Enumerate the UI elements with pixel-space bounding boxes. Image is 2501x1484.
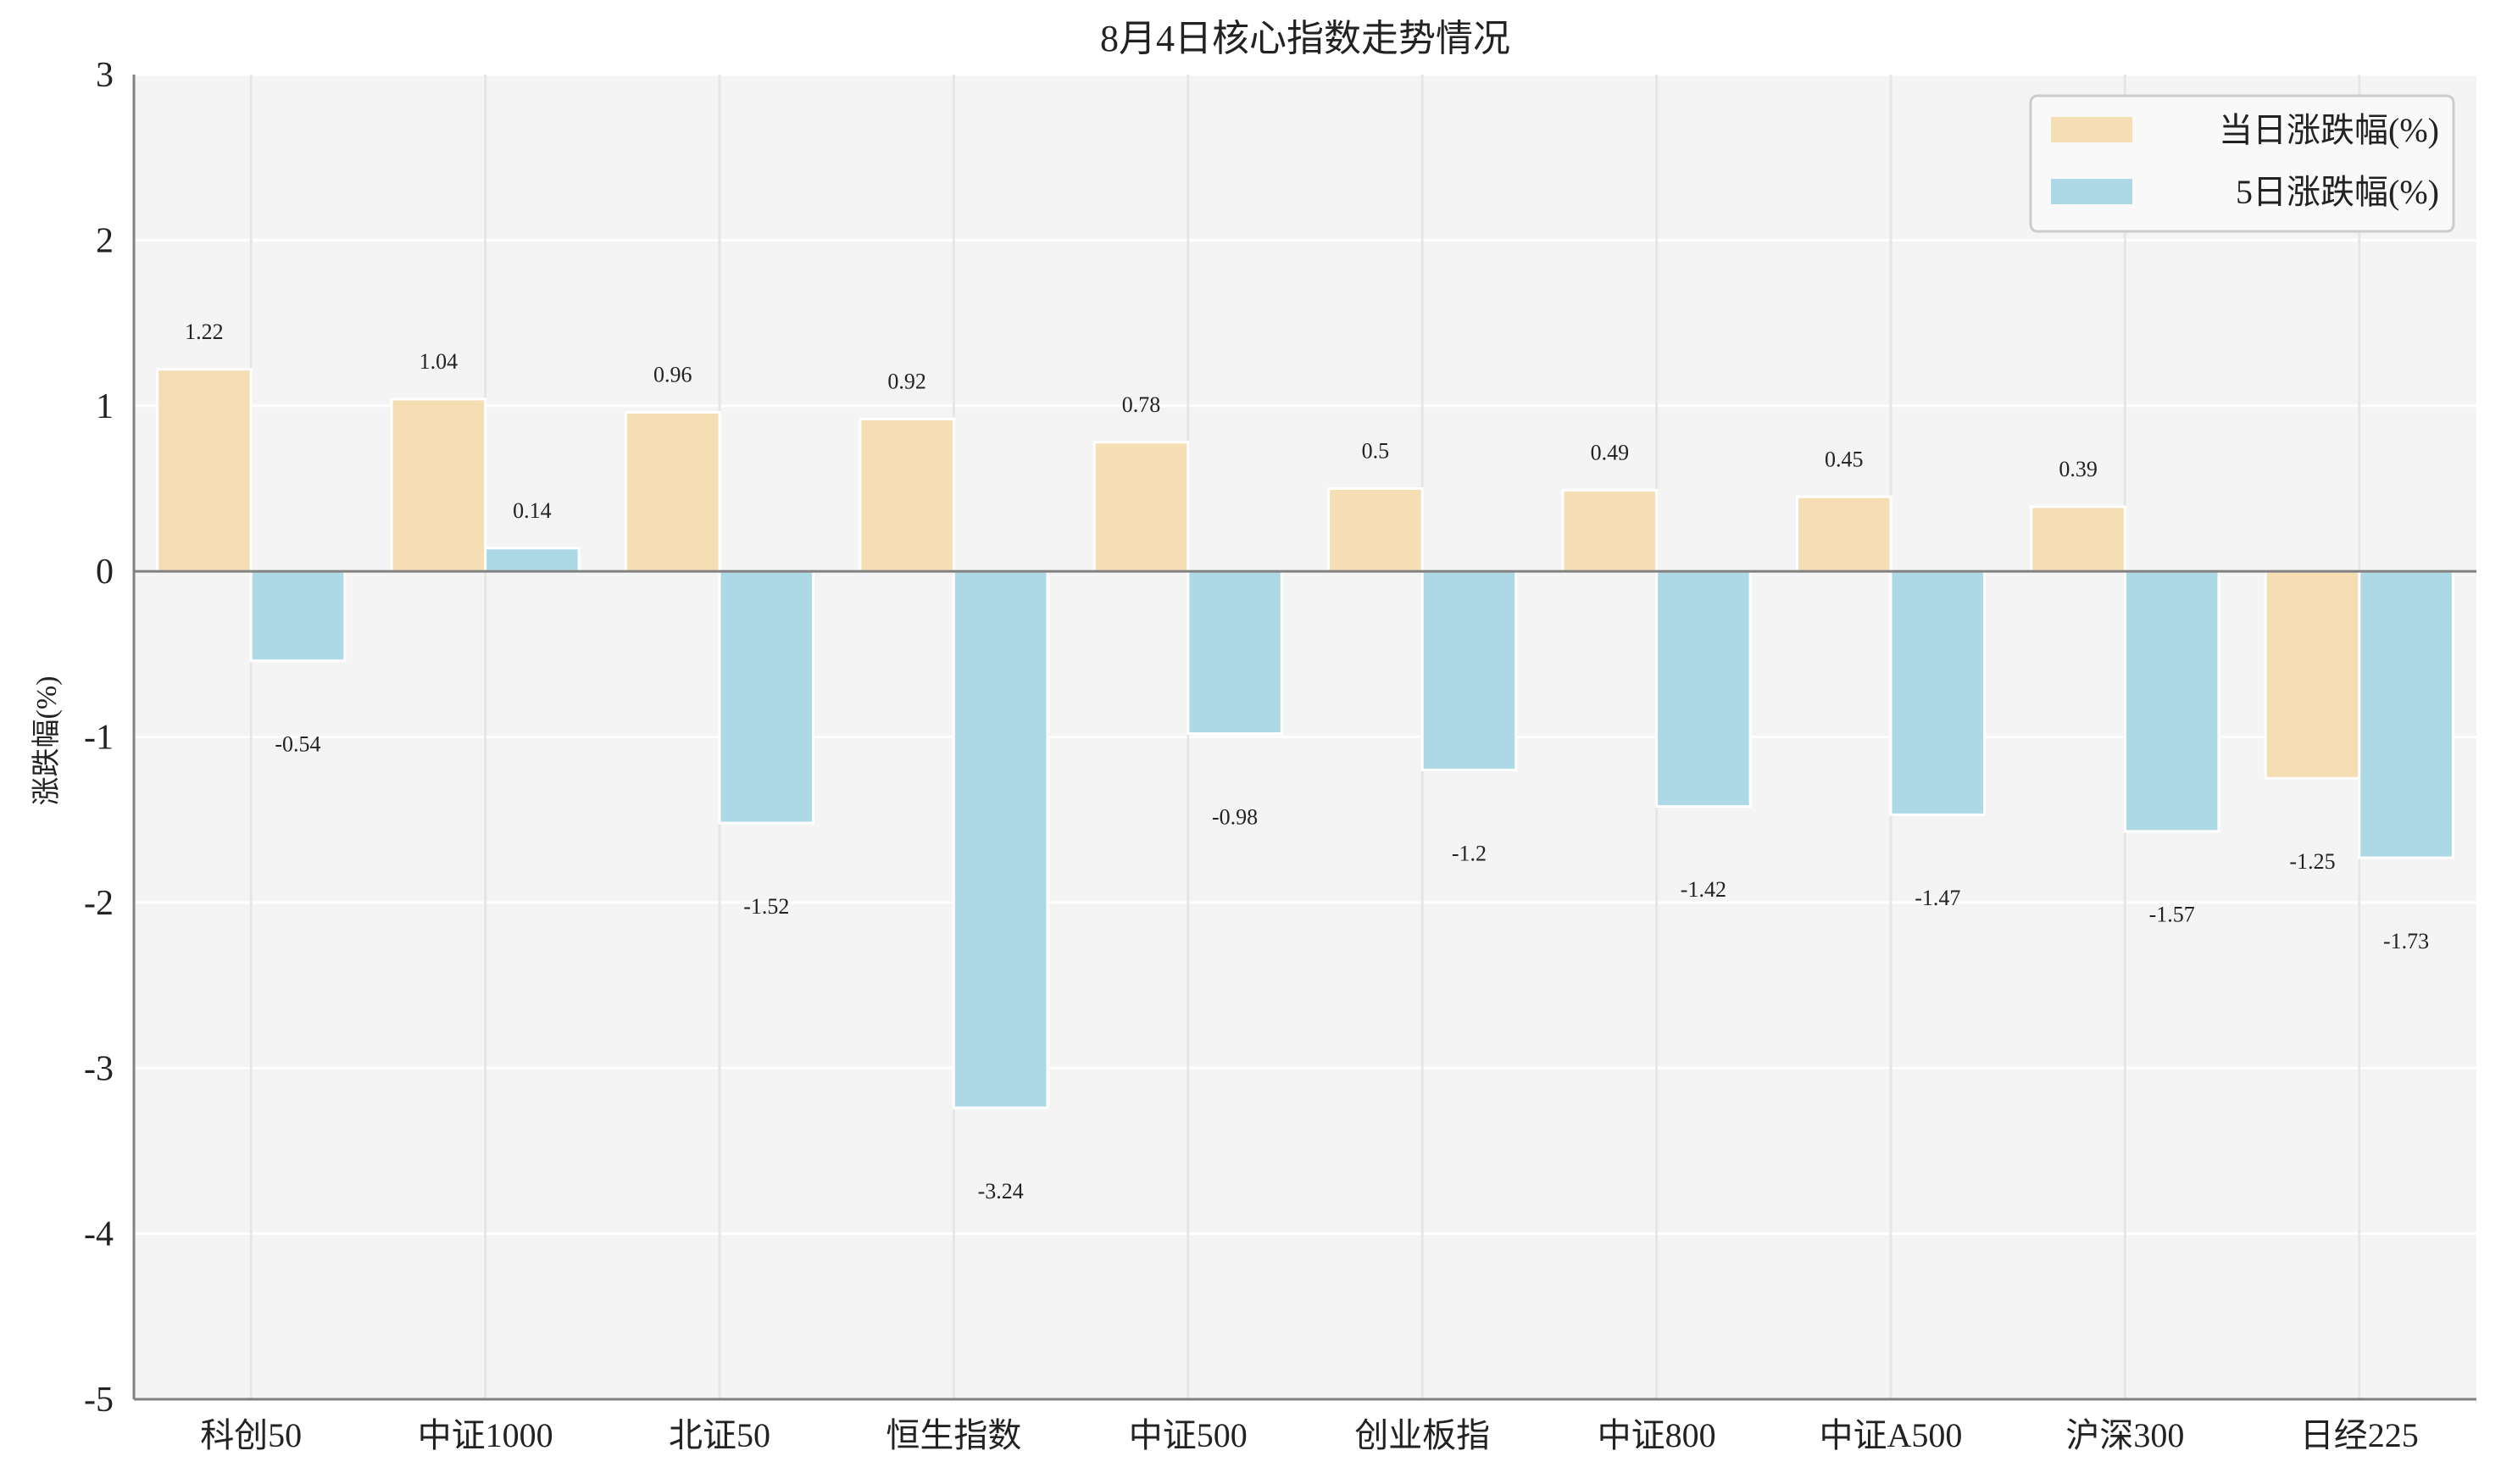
data-label: -3.24 <box>978 1179 1024 1203</box>
data-label: -1.25 <box>2289 849 2335 874</box>
bar-5day <box>484 547 581 573</box>
data-label: 1.22 <box>185 320 224 344</box>
legend-label: 当日涨跌幅(%) <box>2219 111 2439 149</box>
data-label: -1.52 <box>743 894 789 919</box>
bar-daily <box>156 368 253 573</box>
bar-5day <box>1889 570 1987 816</box>
data-label: 0.92 <box>887 369 926 393</box>
bar-daily <box>859 417 955 573</box>
bar-daily <box>1795 495 1892 573</box>
x-tick-label: 北证50 <box>669 1416 770 1454</box>
data-label: 0.45 <box>1825 447 1864 471</box>
legend-box <box>2029 94 2455 233</box>
data-label: 0.96 <box>653 363 692 387</box>
data-label: 0.14 <box>513 498 552 523</box>
y-tick-label: -3 <box>84 1049 114 1088</box>
chart-title: 8月4日核心指数走势情况 <box>1100 18 1510 59</box>
bar-5day <box>1187 570 1283 736</box>
data-label: -1.47 <box>1915 886 1960 910</box>
data-label: 0.5 <box>1362 439 1390 464</box>
data-label: -1.73 <box>2383 929 2429 953</box>
y-tick-label: 1 <box>96 387 114 426</box>
bar-daily <box>1327 486 1424 573</box>
bar-5day <box>1655 570 1752 809</box>
legend-label: 5日涨跌幅(%) <box>2236 173 2439 211</box>
x-tick-label: 创业板指 <box>1354 1416 1490 1454</box>
bar-5day <box>2123 570 2220 833</box>
y-tick-label: 0 <box>96 553 114 592</box>
bar-5day <box>2358 570 2454 859</box>
legend-swatch <box>2051 179 2132 204</box>
data-label: 0.39 <box>2059 457 2098 481</box>
y-tick-label: 3 <box>96 56 114 95</box>
data-label: 0.78 <box>1122 392 1161 417</box>
x-tick-label: 中证A500 <box>1820 1416 1963 1454</box>
data-label: 1.04 <box>420 349 459 374</box>
x-tick-label: 科创50 <box>200 1416 302 1454</box>
x-tick-label: 日经225 <box>2300 1416 2419 1454</box>
y-tick-label: -4 <box>84 1215 114 1254</box>
data-label: -0.54 <box>275 731 320 756</box>
bar-5day <box>249 570 347 663</box>
x-tick-label: 中证1000 <box>418 1416 553 1454</box>
bar-daily <box>1561 488 1659 573</box>
y-tick-label: -1 <box>84 719 114 758</box>
bar-daily <box>624 411 721 573</box>
bar-daily <box>2264 570 2361 780</box>
data-label: -1.42 <box>1681 877 1726 902</box>
data-label: -1.57 <box>2149 903 2195 927</box>
legend-swatch <box>2051 117 2132 142</box>
data-label: -1.2 <box>1452 841 1487 865</box>
bar-daily <box>2030 505 2126 573</box>
data-label: -0.98 <box>1212 804 1258 829</box>
bar-5day <box>1420 570 1518 772</box>
bar-5day <box>718 570 815 825</box>
data-label: 0.49 <box>1591 440 1630 464</box>
y-axis-label: 涨跌幅(%) <box>31 676 63 806</box>
bar-5day <box>952 570 1049 1109</box>
y-tick-label: -5 <box>84 1381 114 1420</box>
bar-daily <box>390 397 487 573</box>
x-tick-label: 沪深300 <box>2065 1416 2184 1454</box>
y-tick-label: -2 <box>84 884 114 923</box>
x-tick-label: 中证800 <box>1598 1416 1716 1454</box>
x-tick-label: 中证500 <box>1129 1416 1248 1454</box>
x-tick-label: 恒生指数 <box>886 1416 1021 1454</box>
y-tick-label: 2 <box>96 221 114 260</box>
bar-daily <box>1092 441 1190 573</box>
